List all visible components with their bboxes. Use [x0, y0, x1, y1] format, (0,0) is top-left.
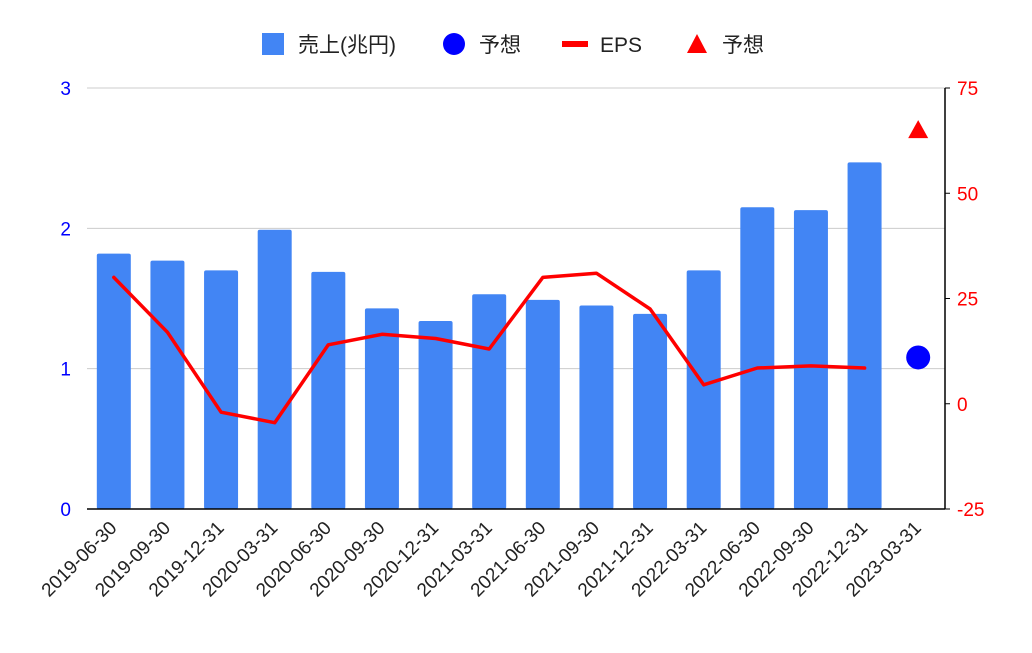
left-axis-ticks: 0 1 2 3 [60, 79, 71, 521]
sales-bar [418, 320, 453, 509]
right-axis-tick-label: 25 [957, 290, 978, 311]
sales-bar [364, 308, 399, 509]
left-axis-tick-label: 0 [60, 500, 71, 521]
legend-label: 売上(兆円) [298, 34, 396, 57]
left-axis-tick-label: 3 [60, 79, 71, 100]
sales-bar [740, 207, 775, 510]
x-axis-ticks: 2019-06-302019-09-302019-12-312020-03-31… [38, 518, 926, 602]
sales-bars [96, 162, 882, 510]
right-axis-tick-label: -25 [957, 500, 984, 521]
left-axis-tick-label: 1 [60, 360, 71, 381]
forecast-sales-point [906, 345, 931, 370]
sales-bar [96, 253, 131, 509]
right-axis-tick-label: 50 [957, 184, 978, 205]
right-axis-tick-label: 0 [957, 395, 968, 416]
legend-square-icon [262, 33, 284, 55]
legend-item: EPS [562, 34, 642, 57]
sales-bar [847, 162, 882, 510]
right-axis-tick-label: 75 [957, 79, 978, 100]
legend: 売上(兆円) 予想 EPS 予想 [262, 33, 764, 57]
sales-bar [525, 299, 560, 509]
sales-bar [793, 210, 828, 509]
sales-bar [311, 271, 346, 509]
sales-bar [633, 313, 668, 509]
sales-bar [579, 305, 614, 509]
legend-label: 予想 [479, 34, 521, 57]
eps-line [112, 271, 867, 425]
legend-item: 売上(兆円) [262, 33, 396, 57]
legend-circle-icon [443, 33, 465, 55]
left-axis-tick-label: 2 [60, 219, 71, 240]
legend-label: 予想 [722, 34, 764, 57]
sales-bar [472, 294, 507, 509]
forecast-eps-point [908, 120, 929, 139]
legend-item: 予想 [443, 33, 521, 57]
legend-triangle-icon [687, 34, 707, 53]
right-axis-ticks: -25 0 25 50 75 [945, 79, 984, 521]
sales-bar [257, 229, 292, 509]
sales-bar [204, 270, 239, 509]
legend-item: 予想 [687, 34, 764, 57]
eps-line-group [112, 271, 867, 425]
sales-bar [686, 270, 721, 509]
forecast-points [906, 120, 931, 370]
legend-label: EPS [600, 34, 642, 57]
legend-line-icon [562, 41, 588, 47]
sales-bar [150, 260, 185, 509]
